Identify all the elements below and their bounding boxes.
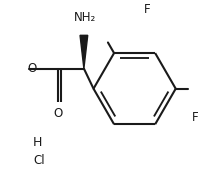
- Text: F: F: [144, 3, 150, 16]
- Text: F: F: [191, 111, 198, 124]
- Text: Cl: Cl: [33, 154, 45, 167]
- Polygon shape: [80, 35, 88, 68]
- Text: H: H: [33, 136, 43, 149]
- Text: O: O: [27, 62, 36, 75]
- Text: O: O: [53, 107, 62, 120]
- Text: NH₂: NH₂: [74, 11, 96, 24]
